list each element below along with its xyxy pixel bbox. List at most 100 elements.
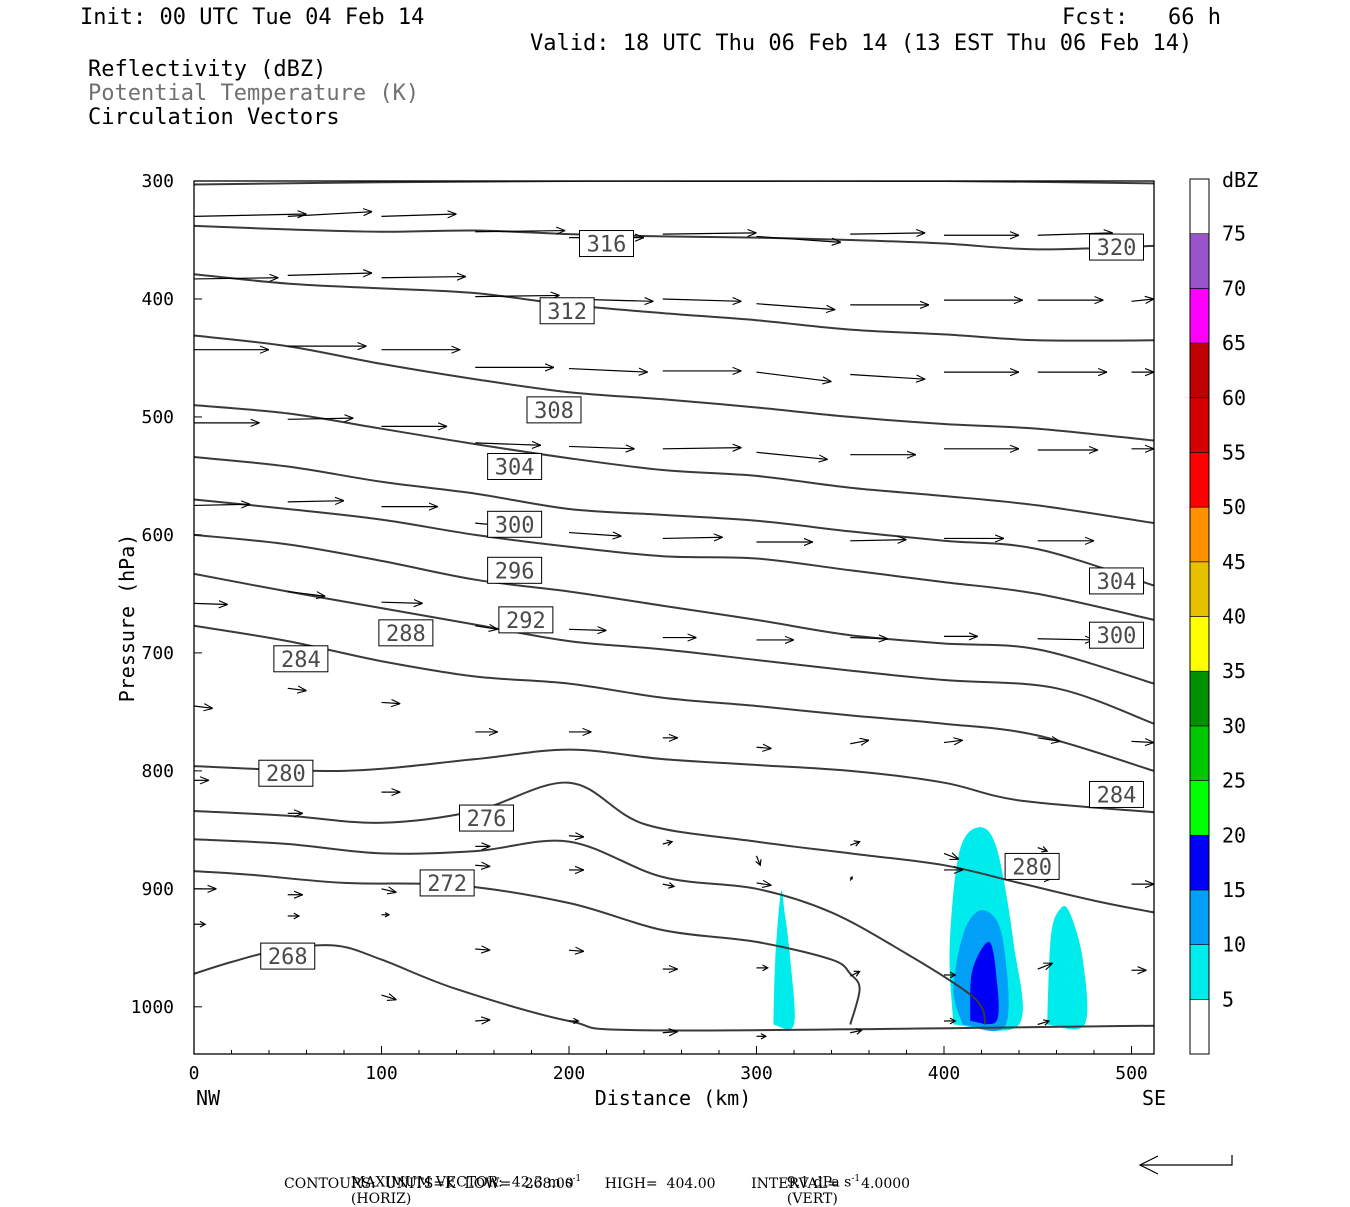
- colorbar-label: 10: [1222, 933, 1246, 957]
- theta-contour-312: [194, 334, 1154, 442]
- circulation-vector: [662, 448, 742, 449]
- x-tick-label: 500: [1115, 1063, 1148, 1084]
- circulation-vector: [850, 740, 869, 744]
- theta-label: 276: [467, 807, 507, 832]
- theta-label-box: [273, 645, 329, 673]
- circulation-vector: [287, 590, 326, 597]
- colorbar-label: 55: [1222, 440, 1246, 464]
- circulation-vector: [1131, 741, 1154, 742]
- y-tick-label: 900: [141, 879, 174, 900]
- y-axis-label: Pressure (hPa): [115, 534, 139, 703]
- reflectivity-layer: [773, 827, 1088, 1032]
- y-tick-label: 700: [141, 643, 174, 664]
- circulation-vector: [568, 629, 607, 630]
- colorbar-label: 75: [1222, 222, 1246, 246]
- reflectivity-cell-15dbz: [970, 941, 999, 1025]
- field-reflectivity: Reflectivity (dBZ): [88, 57, 327, 82]
- theta-label: 284: [281, 648, 321, 673]
- circulation-vector: [756, 883, 772, 885]
- theta-contour-308: [194, 404, 1154, 525]
- max-vector-horiz-unit: (HORIZ): [350, 1190, 412, 1207]
- theta-label: 280: [266, 762, 306, 787]
- colorbar-segment: [1189, 944, 1210, 1000]
- colorbar-segment: [1189, 561, 1210, 617]
- colorbar: 5 10 15 20 25 30 35 40 45 50 55 60 65 70 75: [1189, 178, 1246, 1055]
- theta-label: 280: [1012, 855, 1052, 880]
- theta-contour-292: [194, 572, 1154, 725]
- circulation-vectors: [194, 212, 1154, 1040]
- circulation-vector: [662, 537, 723, 538]
- colorbar-unit: dBZ: [1222, 168, 1258, 192]
- circulation-vector: [662, 841, 673, 845]
- colorbar-segment: [1189, 288, 1210, 344]
- circulation-vector: [287, 212, 372, 217]
- colorbar-segment: [1189, 233, 1210, 289]
- colorbar-segment: [1189, 342, 1210, 399]
- circulation-vector-head: [853, 970, 861, 977]
- circulation-vector-head: [384, 912, 391, 918]
- theta-label-box: [487, 556, 543, 584]
- circulation-vector: [1037, 1020, 1050, 1026]
- circulation-vector-head: [1042, 1019, 1051, 1026]
- circulation-vector: [568, 533, 622, 537]
- circulation-vector: [1037, 233, 1113, 235]
- theta-label: 292: [506, 609, 546, 634]
- circulation-vector-head: [949, 971, 957, 979]
- y-tick-label: 600: [141, 525, 174, 546]
- circulation-vector: [756, 303, 836, 310]
- circulation-vector: [756, 371, 832, 381]
- y-tick-label: 1000: [131, 997, 174, 1018]
- circulation-vector: [287, 418, 354, 419]
- contours-info: CONTOURS: UNITS=K LOW= 268.00 HIGH= 404.…: [284, 1176, 911, 1192]
- circulation-vector: [194, 603, 228, 604]
- circulation-vector-head: [855, 1028, 863, 1035]
- theta-label-box: [1089, 233, 1144, 261]
- circulation-vector-head: [853, 840, 861, 847]
- colorbar-label: 65: [1222, 331, 1246, 355]
- theta-label: 304: [1097, 570, 1137, 595]
- theta-label: 320: [1097, 236, 1137, 261]
- theta-label: 272: [427, 872, 467, 897]
- theta-label-box: [459, 804, 514, 832]
- theta-label: 296: [495, 559, 535, 584]
- circulation-vector: [850, 373, 925, 379]
- theta-label: 312: [547, 300, 587, 325]
- circulation-vector: [756, 235, 841, 242]
- circulation-vector: [568, 836, 584, 837]
- colorbar-label: 70: [1222, 276, 1246, 300]
- theta-label: 304: [495, 455, 535, 480]
- theta-contour-labels: 316 320 312 308 304 300 296 292 288 284 304 300 280 2…: [258, 230, 1144, 970]
- x-axis-left-end-label: NW: [196, 1086, 221, 1110]
- colorbar-label: 30: [1222, 714, 1246, 738]
- circulation-vector: [475, 626, 498, 630]
- max-vector-horiz: MAXIMUM VECTOR: 42.3 m s: [350, 1174, 573, 1191]
- field-circulation-vectors: Circulation Vectors: [88, 105, 340, 130]
- y-axis: 300 400 500 600 700 800 900 1000: [131, 171, 202, 1018]
- circulation-vector: [662, 299, 742, 301]
- circulation-vector: [381, 889, 397, 893]
- circulation-vector: [194, 214, 307, 216]
- circulation-vector: [850, 841, 860, 846]
- circulation-vector: [287, 688, 307, 690]
- reference-vector: [1138, 1155, 1233, 1175]
- colorbar-segment: [1189, 834, 1210, 891]
- y-tick-label: 400: [141, 289, 174, 310]
- circulation-vector: [568, 446, 635, 448]
- theta-label: 300: [495, 513, 535, 538]
- circulation-vector: [568, 369, 648, 373]
- circulation-vector: [194, 706, 213, 708]
- max-vector-vert-exponent: -1: [851, 1174, 861, 1184]
- circulation-vector-head: [293, 912, 301, 920]
- init-time: Init: 00 UTC Tue 04 Feb 14: [80, 5, 425, 30]
- circulation-vector: [194, 278, 278, 279]
- x-tick-label: 100: [365, 1063, 398, 1084]
- circulation-vector: [850, 638, 888, 639]
- colorbar-segment: [1189, 999, 1210, 1055]
- circulation-vector: [381, 995, 397, 1000]
- circulation-vector: [475, 865, 490, 866]
- circulation-vector-head: [573, 1017, 580, 1025]
- colorbar-frame: [1189, 178, 1210, 1055]
- colorbar-label: 5: [1222, 987, 1234, 1011]
- theta-label: 288: [386, 622, 426, 647]
- reference-vector-shaft: [1140, 1155, 1233, 1166]
